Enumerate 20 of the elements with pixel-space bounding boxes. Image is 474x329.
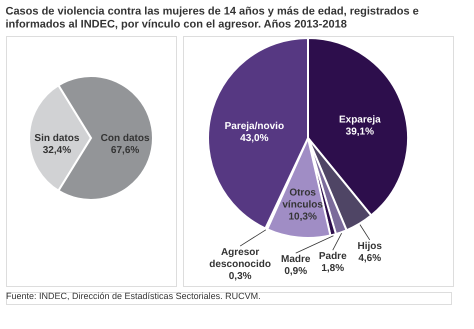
source-note: Fuente: INDEC, Dirección de Estadísticas Sectoriales. RUCVM.: [6, 291, 261, 301]
data-label: 43,0%: [240, 133, 269, 144]
data-label: 67,6%: [110, 145, 140, 156]
data-label: 0,9%: [284, 266, 308, 278]
slice-label: Madre: [281, 254, 311, 266]
data-label: 32,4%: [42, 145, 72, 156]
data-label: 39,1%: [346, 126, 374, 138]
data-label: 1,8%: [321, 263, 344, 274]
slice-label: Pareja/novio: [224, 121, 284, 132]
slice-label: Padre: [318, 251, 348, 262]
slice-label: Hijos: [358, 240, 382, 252]
slice-label: Otros vínculos: [282, 188, 324, 211]
data-label: 0,3%: [228, 271, 252, 282]
text: Casos de violencia contra las mujeres de 14 años y más de edad, registrados e informados al INDEC, por vínculo con el agresor. Años 2013-2018: [6, 6, 419, 30]
data-label: 10,3%: [288, 212, 317, 223]
slice-label: Con datos: [100, 133, 150, 144]
slice-label: Sin datos: [34, 133, 80, 144]
data-label: 4,6%: [358, 252, 382, 264]
slice-label: Agresor desconocido: [209, 247, 271, 270]
slice-label: Expareja: [338, 114, 382, 126]
